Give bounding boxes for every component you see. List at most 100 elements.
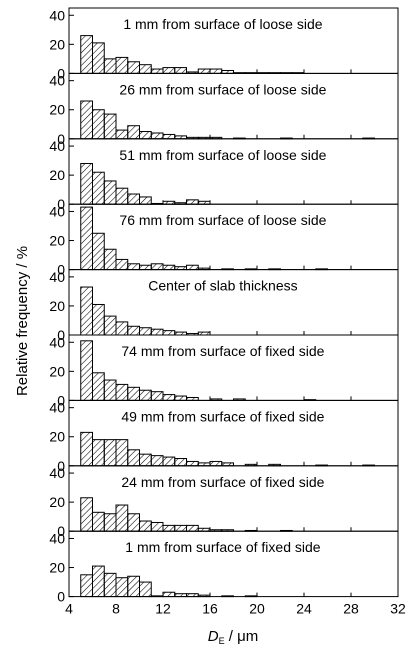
bar	[103, 379, 117, 401]
bar	[103, 113, 117, 140]
x-tick-label: 12	[155, 601, 171, 617]
bar	[162, 330, 176, 336]
panel-2: 0 20 40 26 mm from surface of loose side	[49, 73, 399, 147]
bar	[174, 395, 187, 401]
bar	[103, 248, 117, 271]
y-tick-label: 20	[49, 363, 65, 379]
bar	[103, 315, 117, 336]
bar	[174, 458, 187, 467]
panel-title: 74 mm from surface of fixed side	[121, 343, 324, 359]
y-tick-label: 40	[49, 400, 65, 416]
panel-title: 24 mm from surface of fixed side	[121, 474, 324, 490]
bar	[127, 449, 140, 467]
y-tick-label: 0	[57, 131, 65, 147]
bar	[139, 581, 152, 598]
panel-6: 0 20 40 74 mm from surface of fixed side	[49, 334, 399, 408]
bar	[80, 206, 93, 271]
bar	[244, 595, 258, 598]
bar	[197, 68, 211, 74]
panel-title: 51 mm from surface of loose side	[119, 147, 326, 163]
bar	[92, 511, 105, 532]
panel-9: 0 20 40 1 mm from surface of fixed side	[49, 530, 399, 605]
panel-4: 0 20 40 76 mm from surface of loose side	[49, 203, 399, 278]
panel-8: 0 20 40 24 mm from surface of fixed side	[49, 465, 399, 539]
bar	[127, 386, 140, 401]
y-tick-label: 40	[49, 138, 65, 154]
bar	[150, 132, 164, 140]
y-tick-label: 40	[49, 73, 65, 89]
bar	[174, 524, 187, 532]
bar	[115, 439, 129, 467]
x-tick-label: 8	[112, 601, 120, 617]
y-tick-label: 0	[57, 589, 65, 605]
bar	[80, 286, 93, 336]
y-tick-label: 0	[57, 523, 65, 539]
bar	[139, 520, 152, 532]
bar	[209, 460, 223, 467]
bar	[92, 42, 105, 74]
x-axis-label-symbol: D	[208, 628, 219, 645]
bar	[127, 125, 140, 140]
bar	[103, 58, 117, 74]
bar	[162, 394, 176, 401]
panels-group: 0 20 40 1 mm from surface of loose side 0 20 4…	[49, 7, 399, 605]
x-tick-label: 28	[343, 601, 359, 617]
x-tick-label: 32	[390, 601, 406, 617]
bar	[150, 595, 164, 598]
bar	[80, 100, 93, 140]
bar	[103, 572, 117, 598]
x-axis-label: DE / μm	[208, 628, 259, 646]
panel-7: 0 20 40 49 mm from surface of fixed side	[49, 400, 399, 474]
y-tick-label: 20	[49, 167, 65, 183]
bar	[139, 131, 152, 140]
y-axis-label: Relative frequency / %	[14, 246, 31, 396]
bar	[115, 383, 129, 401]
bar	[186, 460, 199, 467]
bar	[127, 61, 140, 74]
y-tick-label: 40	[49, 7, 65, 23]
y-tick-label: 40	[49, 530, 65, 546]
panel-title: 76 mm from surface of loose side	[119, 212, 326, 228]
bar	[174, 67, 187, 74]
bar	[115, 577, 129, 598]
bar	[162, 67, 176, 74]
bar	[80, 497, 93, 532]
bar	[103, 439, 117, 467]
bar	[139, 264, 152, 271]
bar	[139, 453, 152, 467]
bar	[92, 439, 105, 467]
bar	[127, 575, 140, 598]
y-tick-label: 0	[57, 327, 65, 343]
y-tick-label: 0	[57, 196, 65, 212]
bar	[80, 340, 93, 401]
bar	[221, 595, 234, 598]
bar	[209, 68, 223, 74]
bar	[162, 264, 176, 271]
bar	[150, 68, 164, 74]
bar	[103, 513, 117, 532]
bar	[80, 574, 93, 598]
bar	[150, 521, 164, 532]
y-tick-label: 20	[49, 560, 65, 576]
panel-1: 0 20 40 1 mm from surface of loose side	[49, 7, 399, 81]
bar	[197, 594, 211, 598]
bar	[115, 187, 129, 205]
bar	[80, 431, 93, 467]
y-tick-label: 0	[57, 458, 65, 474]
x-tick-label: 20	[249, 601, 265, 617]
x-axis-tick-labels: 4 8 12 16 20 24 28 32	[65, 601, 406, 617]
bar	[115, 129, 129, 140]
x-axis-label-unit: / μm	[225, 628, 259, 645]
y-tick-label: 20	[49, 36, 65, 52]
panel-title: Center of slab thickness	[148, 278, 297, 294]
y-tick-label: 20	[49, 298, 65, 314]
bar	[80, 35, 93, 74]
y-tick-label: 0	[57, 65, 65, 81]
bar	[127, 263, 140, 271]
panel-title: 26 mm from surface of loose side	[119, 81, 326, 97]
bar	[103, 180, 117, 205]
bar	[186, 524, 199, 532]
bar	[162, 591, 176, 598]
bar	[92, 171, 105, 205]
